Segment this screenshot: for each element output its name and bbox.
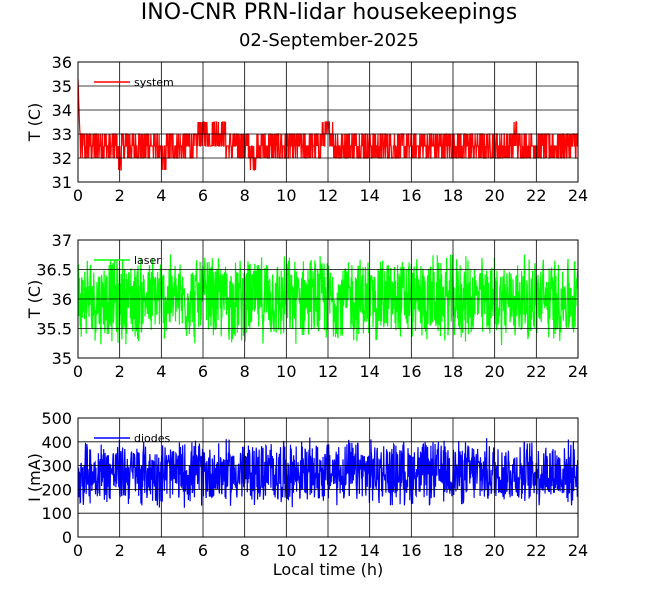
plot-frame <box>77 239 579 359</box>
diode-current-panel: 0 2 4 6 8 10 12 14 16 18 20 22 240100200300400500dio… <box>25 409 588 579</box>
y-axis-label: T (C) <box>25 103 44 143</box>
x-tick-label: 8 <box>240 186 250 205</box>
chart-title: INO-CNR PRN-lidar housekeepings <box>141 0 517 25</box>
x-tick-label: 12 <box>318 362 338 381</box>
x-tick-label: 18 <box>443 541 463 560</box>
plot-frame <box>77 61 579 183</box>
y-tick-label: 100 <box>41 504 72 523</box>
y-tick-label: 34 <box>52 101 72 120</box>
y-tick-label: 33 <box>52 125 72 144</box>
x-tick-label: 18 <box>443 186 463 205</box>
chart-subtitle: 02-September-2025 <box>239 30 419 51</box>
y-tick-label: 37 <box>52 231 72 250</box>
y-tick-label: 36 <box>52 53 72 72</box>
y-tick-label: 35 <box>52 77 72 96</box>
x-tick-label: 24 <box>568 362 588 381</box>
y-axis-label: T (C) <box>25 280 44 320</box>
x-tick-label: 4 <box>156 186 166 205</box>
x-tick-label: 10 <box>276 541 296 560</box>
x-tick-label: 14 <box>359 541 379 560</box>
y-tick-label: 400 <box>41 433 72 452</box>
system-temperature-panel: 0 2 4 6 8 10 12 14 16 18 20 22 24313233343536systemT… <box>25 53 588 205</box>
x-tick-label: 8 <box>240 362 250 381</box>
x-axis-label: Local time (h) <box>273 560 383 579</box>
panels: 0 2 4 6 8 10 12 14 16 18 20 22 24313233343536systemT… <box>25 53 588 579</box>
x-tick-label: 8 <box>240 541 250 560</box>
y-tick-label: 500 <box>41 409 72 428</box>
x-tick-label: 12 <box>318 186 338 205</box>
y-tick-label: 36 <box>52 290 72 309</box>
x-tick-label: 4 <box>156 362 166 381</box>
x-tick-label: 0 <box>73 362 83 381</box>
legend-label: diodes <box>134 432 171 445</box>
laser-temperature-panel: 0 2 4 6 8 10 12 14 16 18 20 22 243535.53636.537laser… <box>25 231 588 381</box>
x-tick-label: 0 <box>73 186 83 205</box>
x-tick-label: 14 <box>359 186 379 205</box>
x-tick-label: 20 <box>484 186 504 205</box>
x-tick-label: 14 <box>359 362 379 381</box>
x-tick-label: 4 <box>156 541 166 560</box>
y-tick-label: 32 <box>52 149 72 168</box>
x-tick-label: 6 <box>198 541 208 560</box>
x-tick-label: 24 <box>568 541 588 560</box>
x-tick-label: 22 <box>526 541 546 560</box>
x-tick-label: 10 <box>276 186 296 205</box>
x-tick-label: 16 <box>401 362 421 381</box>
plot-frame <box>77 417 579 538</box>
legend-label: laser <box>134 254 161 267</box>
x-tick-label: 24 <box>568 186 588 205</box>
x-tick-label: 2 <box>115 362 125 381</box>
x-tick-label: 20 <box>484 362 504 381</box>
y-tick-label: 35 <box>52 349 72 368</box>
y-tick-label: 36.5 <box>36 261 72 280</box>
y-tick-label: 0 <box>62 528 72 547</box>
x-tick-label: 22 <box>526 362 546 381</box>
y-tick-label: 300 <box>41 457 72 476</box>
x-tick-label: 16 <box>401 186 421 205</box>
x-tick-label: 22 <box>526 186 546 205</box>
y-tick-label: 35.5 <box>36 320 72 339</box>
x-tick-label: 10 <box>276 362 296 381</box>
y-axis-label: I (mA) <box>25 453 44 502</box>
y-tick-label: 31 <box>52 173 72 192</box>
x-tick-label: 20 <box>484 541 504 560</box>
x-tick-label: 18 <box>443 362 463 381</box>
y-tick-label: 200 <box>41 480 72 499</box>
x-tick-label: 6 <box>198 362 208 381</box>
x-tick-label: 6 <box>198 186 208 205</box>
x-tick-label: 0 <box>73 541 83 560</box>
legend-label: system <box>134 76 174 89</box>
x-tick-label: 2 <box>115 541 125 560</box>
x-tick-label: 16 <box>401 541 421 560</box>
x-tick-label: 12 <box>318 541 338 560</box>
x-tick-label: 2 <box>115 186 125 205</box>
